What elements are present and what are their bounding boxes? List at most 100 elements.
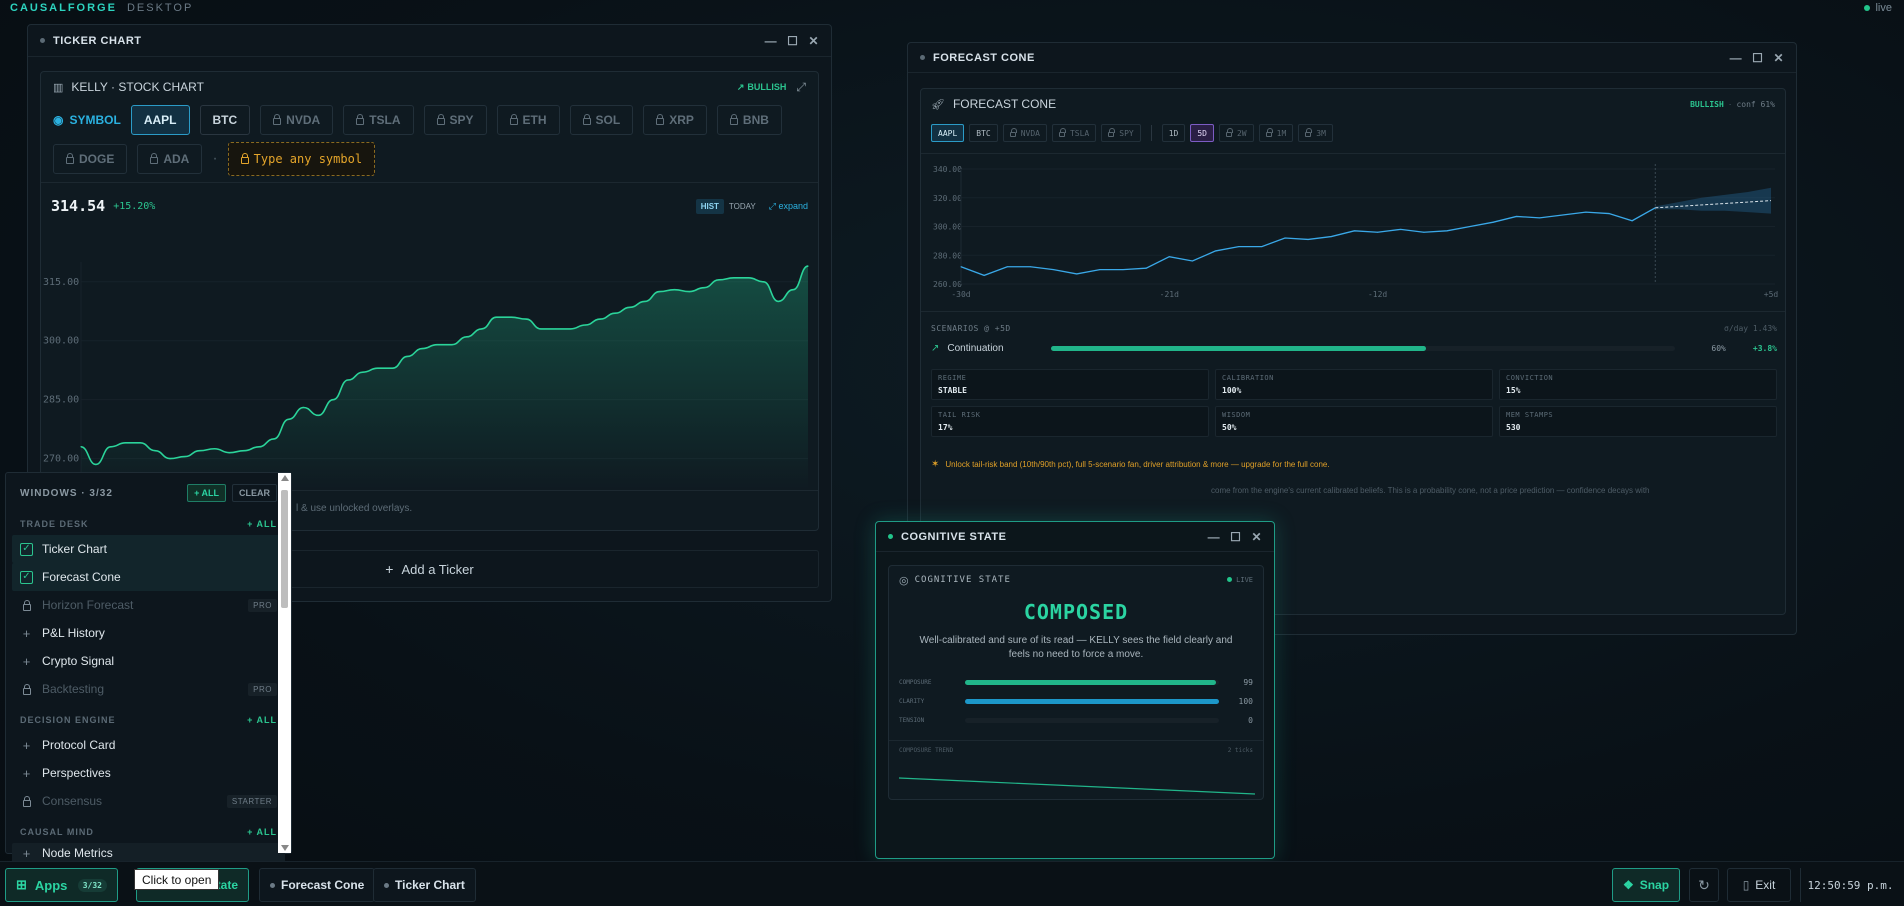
symbol-chip-eth[interactable]: ETH xyxy=(496,105,560,135)
lock-icon xyxy=(20,794,33,809)
symbol-chip-xrp[interactable]: XRP xyxy=(643,105,707,135)
sidebar-item-consensus[interactable]: Consensus STARTER xyxy=(12,787,285,815)
price-point xyxy=(555,328,557,330)
close-icon[interactable]: ✕ xyxy=(808,33,819,48)
clock: 12:50:59 p.m. xyxy=(1800,868,1900,902)
section-add-all[interactable]: + ALL xyxy=(247,715,277,725)
sidebar-item-crypto-signal[interactable]: + Crypto Signal xyxy=(12,647,285,675)
symbol-chip-aapl[interactable]: AAPL xyxy=(130,105,190,135)
section-add-all[interactable]: + ALL xyxy=(247,519,277,529)
scroll-down-icon[interactable] xyxy=(281,845,289,851)
sidebar-scrollbar[interactable] xyxy=(278,473,291,853)
section-add-all[interactable]: + ALL xyxy=(247,827,277,837)
hist-button[interactable]: HIST xyxy=(695,198,724,214)
close-icon[interactable]: ✕ xyxy=(1773,50,1784,65)
scroll-up-icon[interactable] xyxy=(281,475,289,481)
tension-bar xyxy=(965,718,1219,723)
metric-regime: REGIME STABLE xyxy=(931,369,1209,400)
symbol-chip-bnb[interactable]: BNB xyxy=(716,105,782,135)
metric-tail-risk: TAIL RISK 17% xyxy=(931,406,1209,437)
forecast-symbol-tsla[interactable]: TSLA xyxy=(1051,124,1097,142)
forecast-symbol-btc[interactable]: BTC xyxy=(969,124,998,142)
price-point xyxy=(614,312,616,314)
sidebar-item-perspectives[interactable]: + Perspectives xyxy=(12,759,285,787)
symbol-chip-tsla[interactable]: TSLA xyxy=(343,105,414,135)
reset-button[interactable]: ↻ xyxy=(1689,868,1719,902)
window-titlebar[interactable]: COGNITIVE STATE — ☐ ✕ xyxy=(876,522,1274,552)
task-dot-icon xyxy=(384,882,389,888)
maximize-icon[interactable]: ☐ xyxy=(787,33,799,48)
trend-up-icon: ↗ xyxy=(931,342,940,354)
expand-link[interactable]: ⤢ expand xyxy=(768,200,808,211)
sidebar-item-forecast-cone[interactable]: ✓ Forecast Cone xyxy=(12,563,285,591)
today-button[interactable]: TODAY xyxy=(728,201,756,211)
lock-icon xyxy=(1265,127,1273,137)
y-tick-label: 300.00 xyxy=(933,223,962,232)
symbol-chip-nvda[interactable]: NVDA xyxy=(260,105,334,135)
horizon-2w[interactable]: 2W xyxy=(1218,124,1254,142)
scenario-name: Continuation xyxy=(947,342,1004,354)
sidebar-item-node-metrics[interactable]: + Node Metrics xyxy=(12,843,285,863)
scenario-pct: 60% xyxy=(1711,343,1726,353)
price-point xyxy=(406,355,409,358)
horizon-5d[interactable]: 5D xyxy=(1190,124,1214,142)
window-title: COGNITIVE STATE xyxy=(901,530,1007,543)
window-titlebar[interactable]: FORECAST CONE — ☐ ✕ xyxy=(908,43,1796,73)
sidebar-item-backtesting[interactable]: Backtesting PRO xyxy=(12,675,285,703)
state-name: COMPOSED xyxy=(1023,600,1129,624)
window-dot-icon xyxy=(920,55,925,60)
symbol-chip-btc[interactable]: BTC xyxy=(199,105,251,135)
maximize-icon[interactable]: ☐ xyxy=(1752,50,1764,65)
price-point xyxy=(95,463,97,466)
panel-title: COGNITIVE STATE xyxy=(914,575,1011,585)
forecast-symbol-spy[interactable]: SPY xyxy=(1101,124,1141,142)
window-dot-icon xyxy=(888,534,893,539)
snap-button[interactable]: ❖ Snap xyxy=(1612,868,1680,902)
upgrade-banner[interactable]: ✶ Unlock tail-risk band (10th/90th pct), … xyxy=(931,459,1330,470)
window-title: FORECAST CONE xyxy=(933,51,1035,64)
stock-chart-panel: ▥ KELLY · STOCK CHART ↗ BULLISH ⤢ ◉ SYMBOL… xyxy=(40,71,819,531)
expand-icon[interactable]: ⤢ xyxy=(796,79,806,94)
price-point xyxy=(228,452,230,454)
panel-title: KELLY · STOCK CHART xyxy=(71,80,204,94)
symbol-chip-sol[interactable]: SOL xyxy=(569,105,634,135)
forecast-symbol-nvda[interactable]: NVDA xyxy=(1002,124,1047,142)
clear-button[interactable]: CLEAR xyxy=(232,484,277,502)
minimize-icon[interactable]: — xyxy=(764,33,778,48)
symbol-chip-doge[interactable]: DOGE xyxy=(53,144,128,174)
price-point xyxy=(80,446,82,448)
plus-icon: + xyxy=(22,737,31,753)
horizon-1m[interactable]: 1M xyxy=(1258,124,1294,142)
symbol-chip-spy[interactable]: SPY xyxy=(423,105,487,135)
trend-line xyxy=(899,777,1255,795)
window-titlebar[interactable]: TICKER CHART — ☐ ✕ xyxy=(28,25,831,57)
add-all-button[interactable]: + ALL xyxy=(187,484,226,502)
window-title: TICKER CHART xyxy=(53,34,142,47)
close-icon[interactable]: ✕ xyxy=(1251,529,1262,544)
forecast-symbol-aapl[interactable]: AAPL xyxy=(931,124,965,142)
metric-wisdom: WISDOM 50% xyxy=(1215,406,1493,437)
sidebar-item-ticker-chart[interactable]: ✓ Ticker Chart xyxy=(12,535,285,563)
symbol-chip-ada[interactable]: ADA xyxy=(137,144,203,174)
price-point xyxy=(213,448,216,450)
horizon-1d[interactable]: 1D xyxy=(1161,124,1186,142)
exit-icon: ▯ xyxy=(1742,878,1750,892)
add-ticker-button[interactable]: + Add a Ticker xyxy=(40,550,819,588)
sidebar-item-horizon-forecast[interactable]: Horizon Forecast PRO xyxy=(12,591,285,619)
maximize-icon[interactable]: ☐ xyxy=(1230,529,1242,544)
type-symbol-input[interactable]: Type any symbol xyxy=(227,142,376,176)
chart-icon: ▥ xyxy=(53,81,64,94)
horizon-3m[interactable]: 3M xyxy=(1298,124,1333,142)
minimize-icon[interactable]: — xyxy=(1729,50,1743,65)
sidebar-item-protocol-card[interactable]: + Protocol Card xyxy=(12,731,285,759)
scroll-thumb[interactable] xyxy=(281,490,288,608)
task-forecast-cone[interactable]: Forecast Cone xyxy=(259,868,376,902)
sidebar-item-pnl-history[interactable]: + P&L History xyxy=(12,619,285,647)
x-tick-label: -30d xyxy=(951,290,970,299)
price-point xyxy=(510,316,512,318)
minimize-icon[interactable]: — xyxy=(1207,529,1221,544)
apps-button[interactable]: ⊞ Apps 3/32 xyxy=(5,868,118,902)
exit-button[interactable]: ▯ Exit xyxy=(1727,868,1791,902)
task-ticker-chart[interactable]: Ticker Chart xyxy=(373,868,476,902)
history-point xyxy=(1330,236,1332,238)
